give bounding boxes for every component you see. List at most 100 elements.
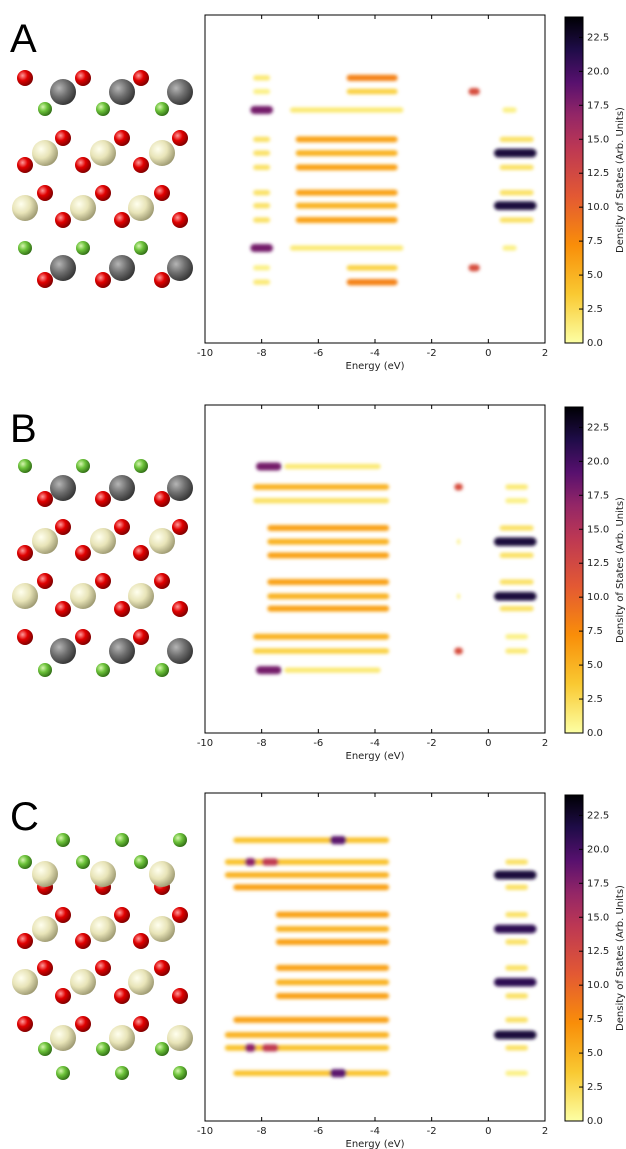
dos-band [330, 1069, 347, 1077]
atom [90, 140, 116, 166]
dos-band [505, 1017, 528, 1022]
atom [56, 1066, 70, 1080]
dos-band [347, 89, 398, 95]
x-tick-label: 0 [485, 738, 491, 749]
atom [167, 475, 193, 501]
dos-band [494, 925, 537, 934]
atom [90, 528, 116, 554]
colorbar-tick-label: 20.0 [587, 66, 609, 77]
atom [32, 528, 58, 554]
atom [154, 185, 170, 201]
dos-band [503, 107, 517, 112]
atom [76, 241, 90, 255]
atom [133, 545, 149, 561]
atom [37, 573, 53, 589]
dos-band [233, 1017, 389, 1023]
atom [167, 638, 193, 664]
dos-band [296, 190, 398, 196]
dos-band [253, 89, 270, 94]
atom [55, 212, 71, 228]
atom [172, 601, 188, 617]
dos-band [253, 165, 270, 170]
plot-background [205, 15, 545, 343]
atom [167, 1025, 193, 1051]
dos-band [500, 217, 534, 222]
atom [17, 545, 33, 561]
colorbar-tick-label: 15.0 [587, 912, 609, 923]
atom [155, 663, 169, 677]
dos-band [245, 858, 256, 866]
colorbar-tick-label: 5.0 [587, 270, 603, 281]
colorbar-tick-label: 2.5 [587, 304, 603, 315]
dos-band [245, 1044, 256, 1052]
dos-band [262, 858, 279, 865]
atom [32, 916, 58, 942]
dos-band [505, 965, 528, 970]
colorbar-tick-label: 0.0 [587, 728, 603, 739]
dos-band [267, 606, 389, 612]
dos-band [253, 484, 389, 490]
x-tick-label: -4 [370, 738, 380, 749]
atom [95, 272, 111, 288]
x-tick-label: -2 [427, 738, 437, 749]
dos-band [253, 150, 270, 155]
x-axis-label: Energy (eV) [346, 1139, 405, 1149]
dos-band [454, 648, 463, 655]
colorbar-label: Density of States (Arb. Units) [615, 885, 626, 1031]
atom [55, 601, 71, 617]
colorbar-tick-label: 0.0 [587, 338, 603, 349]
plot-background [205, 405, 545, 733]
atom [167, 79, 193, 105]
atom [50, 638, 76, 664]
colorbar [565, 795, 583, 1121]
atom [172, 907, 188, 923]
colorbar-tick-label: 10.0 [587, 202, 609, 213]
dos-band [500, 190, 534, 195]
dos-band [494, 871, 537, 880]
atom [154, 491, 170, 507]
colorbar-tick-label: 2.5 [587, 1082, 603, 1093]
atom [18, 241, 32, 255]
atom [17, 70, 33, 86]
colorbar-tick-label: 22.5 [587, 422, 609, 433]
atom [17, 933, 33, 949]
colorbar-tick-label: 20.0 [587, 456, 609, 467]
atom [75, 629, 91, 645]
atom [172, 519, 188, 535]
panel-label: A [10, 17, 37, 61]
dos-band [505, 1045, 528, 1050]
dos-band [253, 634, 389, 640]
dos-band [225, 872, 389, 878]
colorbar-tick-label: 10.0 [587, 980, 609, 991]
dos-band [267, 525, 389, 531]
x-tick-label: -8 [257, 348, 267, 359]
dos-band [469, 88, 480, 95]
atom [133, 629, 149, 645]
dos-band [250, 106, 273, 114]
atom [134, 855, 148, 869]
dos-band [253, 265, 270, 270]
atom [115, 833, 129, 847]
dos-band [505, 634, 528, 639]
x-tick-label: 2 [542, 348, 548, 359]
dos-band [347, 75, 398, 81]
atom [56, 833, 70, 847]
figure: A-10-8-6-4-202Energy (eV)0.02.55.07.510.… [0, 0, 626, 1149]
colorbar-tick-label: 12.5 [587, 946, 609, 957]
dos-band [276, 939, 389, 945]
dos-band [256, 463, 282, 471]
atom [38, 1042, 52, 1056]
x-tick-label: -10 [197, 738, 213, 749]
dos-band [267, 593, 389, 599]
atom [172, 988, 188, 1004]
x-tick-label: -2 [427, 348, 437, 359]
atom [155, 102, 169, 116]
dos-band [284, 464, 380, 469]
dos-band [284, 668, 380, 673]
colorbar-tick-label: 10.0 [587, 592, 609, 603]
atom [133, 157, 149, 173]
colorbar-tick-label: 7.5 [587, 626, 603, 637]
atom [172, 130, 188, 146]
colorbar-tick-label: 2.5 [587, 694, 603, 705]
dos-band [233, 1070, 389, 1076]
